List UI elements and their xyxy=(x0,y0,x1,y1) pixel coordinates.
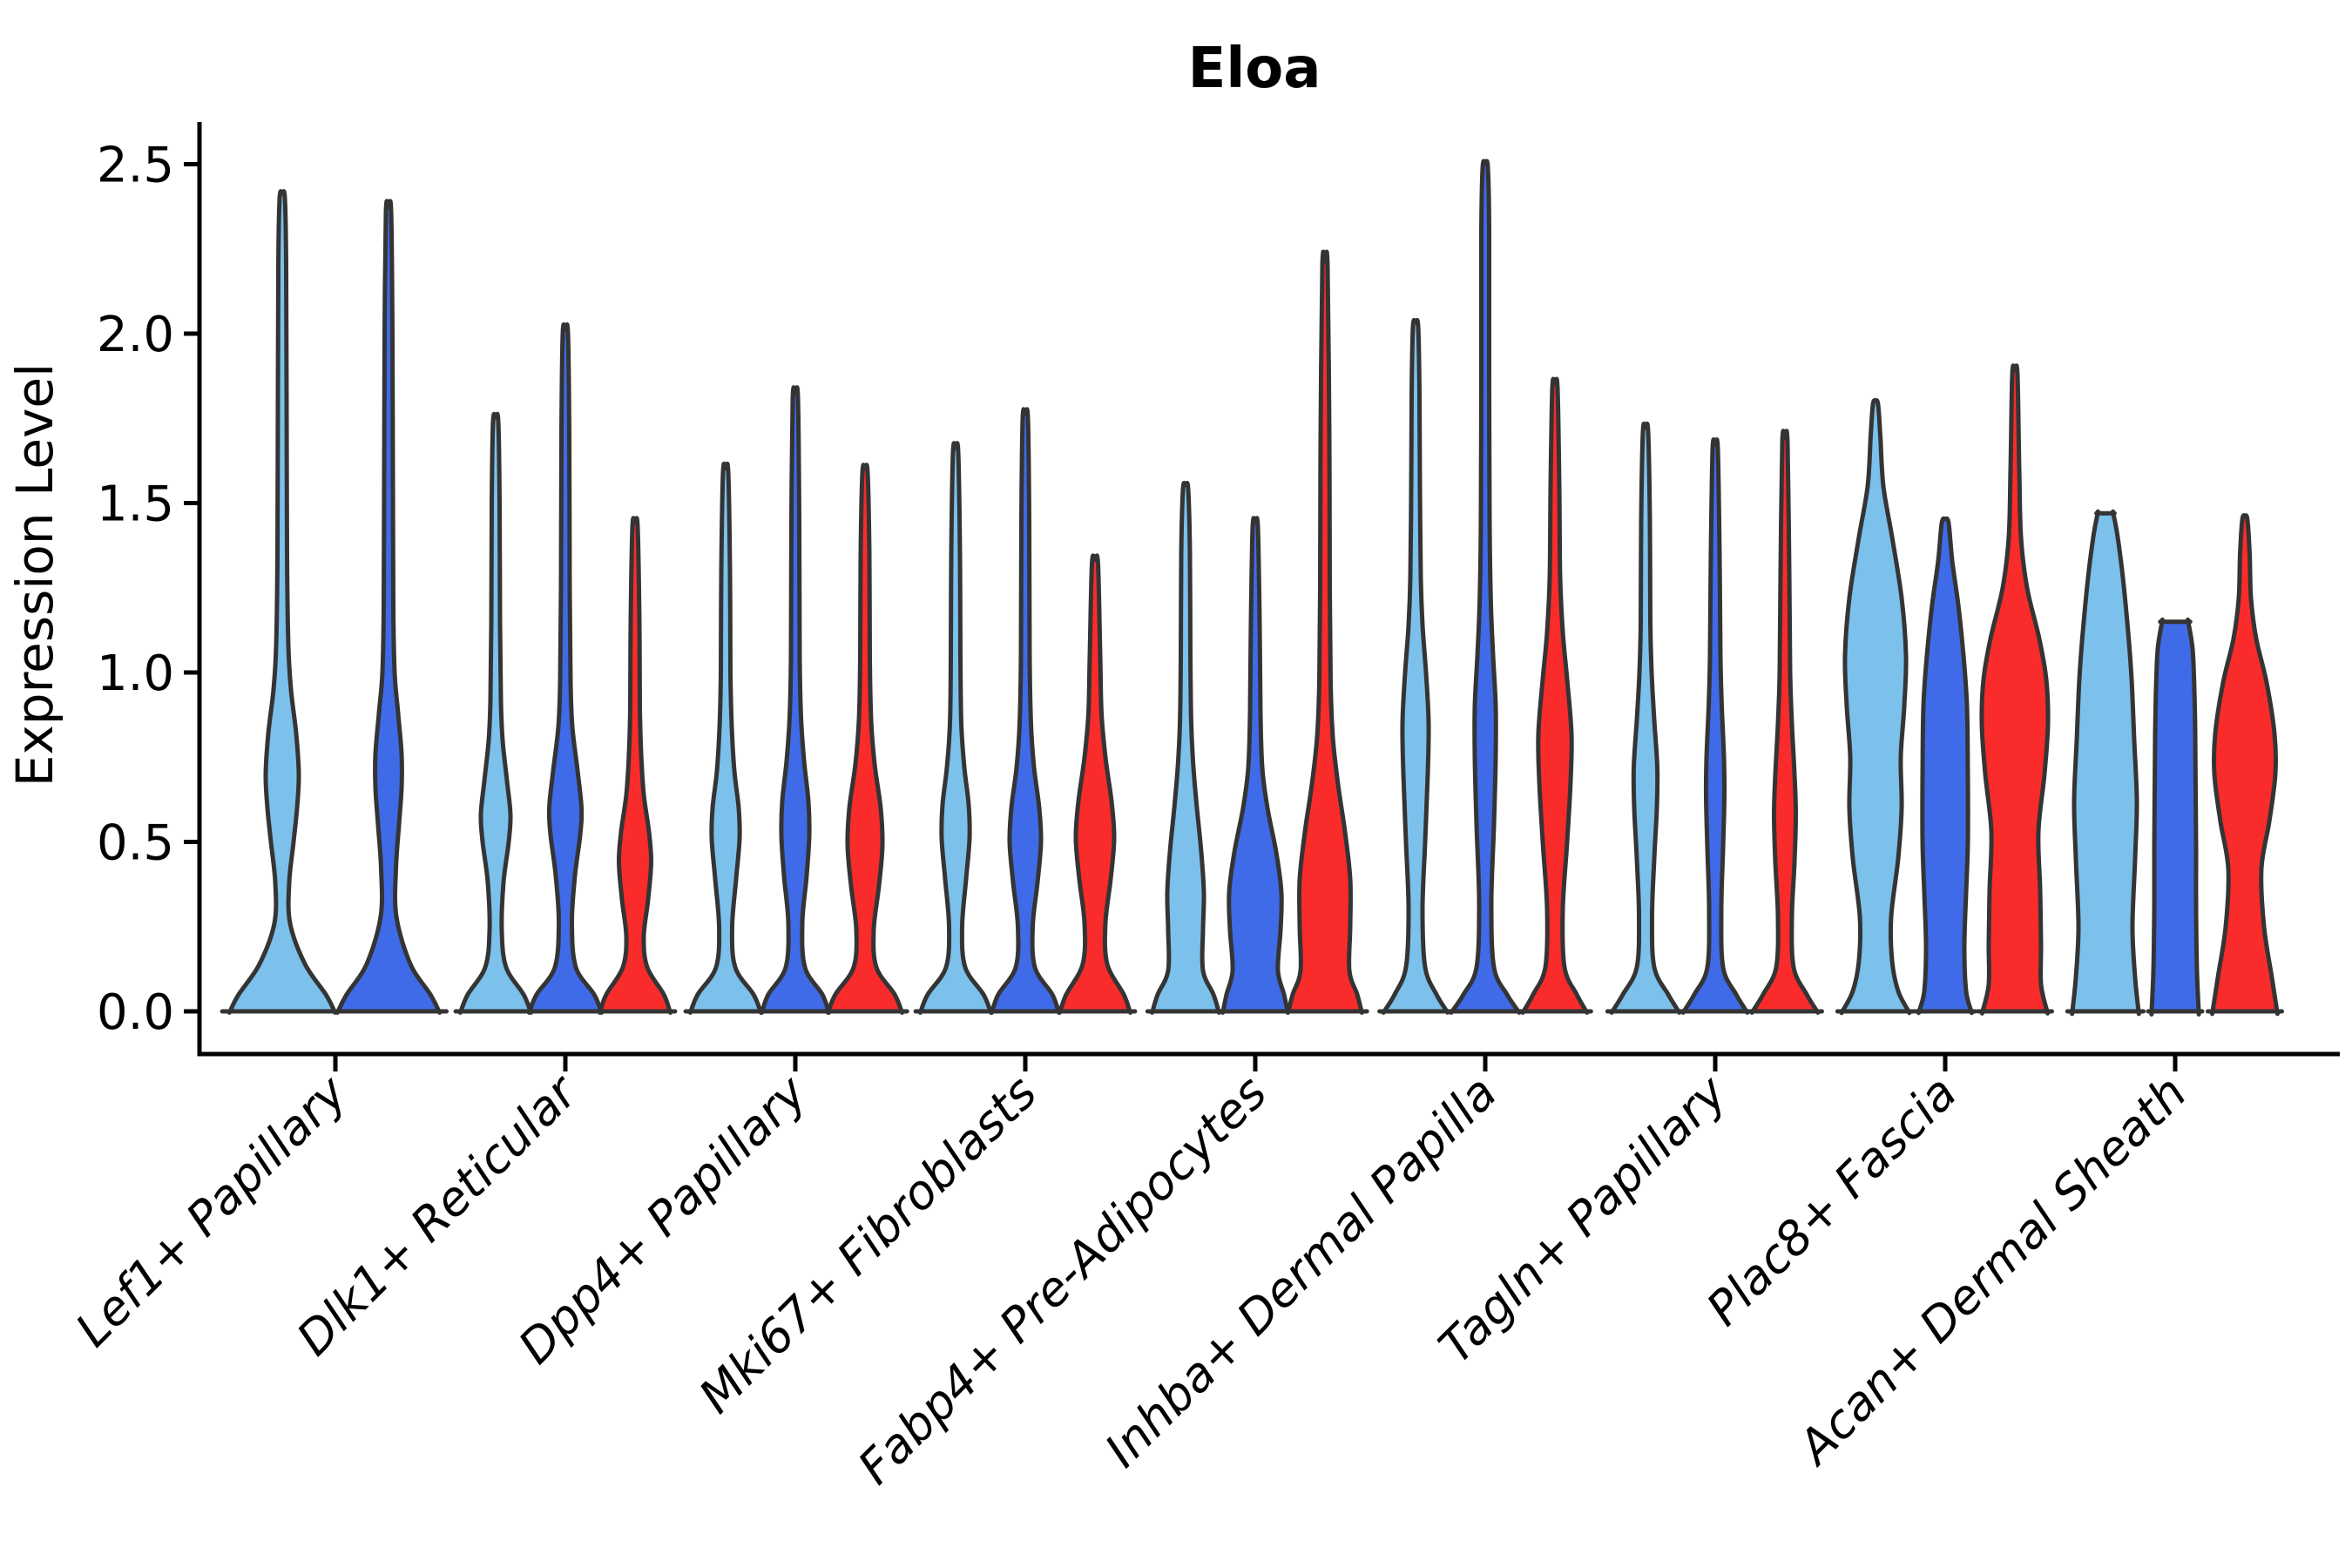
y-tick-label-2.5: 2.5 xyxy=(97,138,174,194)
violin-mki67-fibroblasts-light_blue xyxy=(913,441,998,1015)
violin-dlk1-reticular-dark_blue xyxy=(522,321,609,1015)
violin-acan-dermal-sheath-dark_blue xyxy=(2146,617,2205,1017)
y-tick-label-1.0: 1.0 xyxy=(97,645,174,702)
violin-dpp4-papillary-dark_blue xyxy=(754,385,836,1015)
violin-dpp4-papillary-red xyxy=(821,463,909,1015)
violin-tagln-papillary-light_blue xyxy=(1605,421,1686,1015)
x-category-label-acan-dermal-sheath: Acan+ Dermal Sheath xyxy=(1786,1065,2197,1477)
violin-lef1-papillary-light_blue xyxy=(220,189,345,1015)
x-category-label-plac8-fascia: Plac8+ Fascia xyxy=(1696,1065,1967,1336)
violin-fabp4-pre-adipocytes-red xyxy=(1281,249,1369,1015)
y-tick-label-1.5: 1.5 xyxy=(97,476,174,533)
violin-dlk1-reticular-red xyxy=(592,516,678,1015)
violin-inhba-dermal-papilla-red xyxy=(1517,376,1593,1015)
violin-tagln-papillary-red xyxy=(1746,429,1824,1015)
y-axis-label: Expression Level xyxy=(5,363,64,787)
axes-spines xyxy=(197,122,2340,1057)
violin-acan-dermal-sheath-red xyxy=(2206,513,2284,1017)
violin-inhba-dermal-papilla-light_blue xyxy=(1377,318,1454,1015)
y-tick-label-2.0: 2.0 xyxy=(97,307,174,363)
violin-plac8-fascia-dark_blue xyxy=(1913,516,1977,1016)
violin-plac8-fascia-red xyxy=(1976,363,2054,1016)
violin-tagln-papillary-dark_blue xyxy=(1677,436,1754,1015)
violin-mki67-fibroblasts-red xyxy=(1052,553,1138,1015)
violin-lef1-papillary-dark_blue xyxy=(328,199,449,1015)
violin-mki67-fibroblasts-dark_blue xyxy=(984,407,1066,1015)
y-tick-label-0.0: 0.0 xyxy=(97,984,174,1041)
axes xyxy=(184,122,2340,1071)
violin-dpp4-papillary-light_blue xyxy=(683,461,768,1015)
violin-fabp4-pre-adipocytes-light_blue xyxy=(1145,480,1227,1015)
violins-layer xyxy=(220,159,2284,1017)
chart-title: Eloa xyxy=(1188,37,1321,101)
y-tick-label-0.5: 0.5 xyxy=(97,815,174,872)
x-category-label-inhba-dermal-papilla: Inhba+ Dermal Papilla xyxy=(1094,1065,1507,1478)
x-category-label-fabp4-pre-adipocytes: Fabp4+ Pre-Adipocytes xyxy=(848,1065,1277,1495)
violin-fabp4-pre-adipocytes-dark_blue xyxy=(1216,516,1294,1015)
violin-acan-dermal-sheath-light_blue xyxy=(2065,509,2146,1017)
violin-dlk1-reticular-light_blue xyxy=(453,411,538,1015)
violin-plac8-fascia-light_blue xyxy=(1835,398,1916,1016)
violin-inhba-dermal-papilla-dark_blue xyxy=(1444,159,1526,1015)
